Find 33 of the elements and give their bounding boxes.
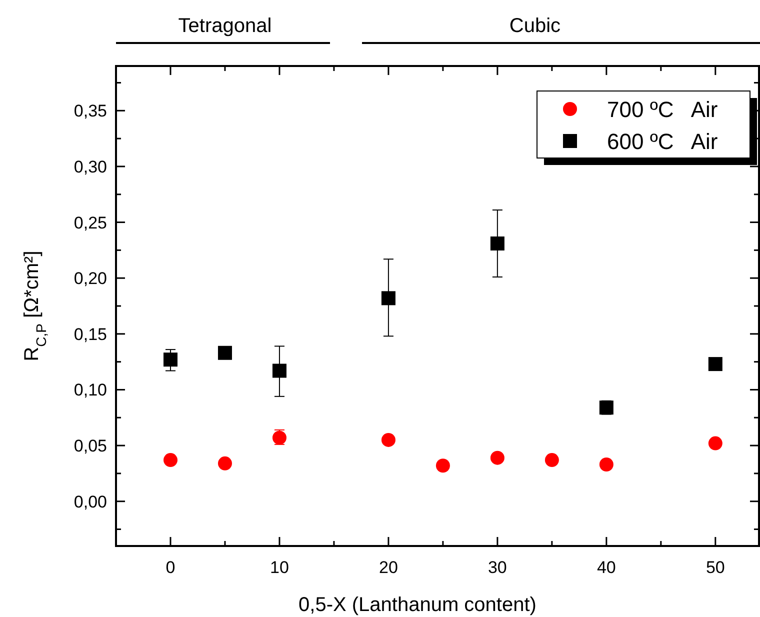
- point: [272, 364, 286, 378]
- point: [599, 458, 614, 472]
- point: [381, 432, 396, 447]
- point: [163, 352, 178, 367]
- x-axis-title: 0,5-X (Lanthanum content): [298, 594, 536, 616]
- x-tick-label: 30: [488, 558, 507, 577]
- point: [436, 458, 450, 473]
- legend-label: 600 ºC Air: [607, 129, 718, 154]
- y-tick-label: 0,10: [74, 380, 107, 400]
- y-tick-label: 0,15: [74, 324, 107, 344]
- x-tick-label: 20: [378, 558, 398, 577]
- x-tick-label: 50: [706, 558, 725, 577]
- y-tick-label: 0,00: [74, 492, 107, 512]
- y-tick-label: 0,05: [74, 436, 107, 456]
- point: [381, 291, 396, 306]
- point: [218, 346, 232, 360]
- text: Tetragonal: [178, 15, 272, 37]
- y-tick-label: 0,35: [74, 102, 107, 121]
- point: [708, 357, 722, 372]
- point: [544, 453, 559, 468]
- text: Cubic: [509, 15, 561, 37]
- x-tick-label: 0: [166, 558, 176, 577]
- y-tick-label: 0,30: [74, 157, 107, 176]
- y-tick-label: 0,25: [74, 213, 107, 232]
- point: [490, 236, 504, 250]
- y-tick-label: 0,20: [74, 269, 107, 288]
- point: [708, 436, 722, 450]
- point: [490, 450, 504, 465]
- legend-label: 700 ºC Air: [607, 97, 718, 122]
- point: [163, 453, 178, 468]
- x-tick-label: 10: [270, 558, 289, 577]
- x-tick-label: 40: [596, 558, 616, 577]
- point: [218, 456, 232, 470]
